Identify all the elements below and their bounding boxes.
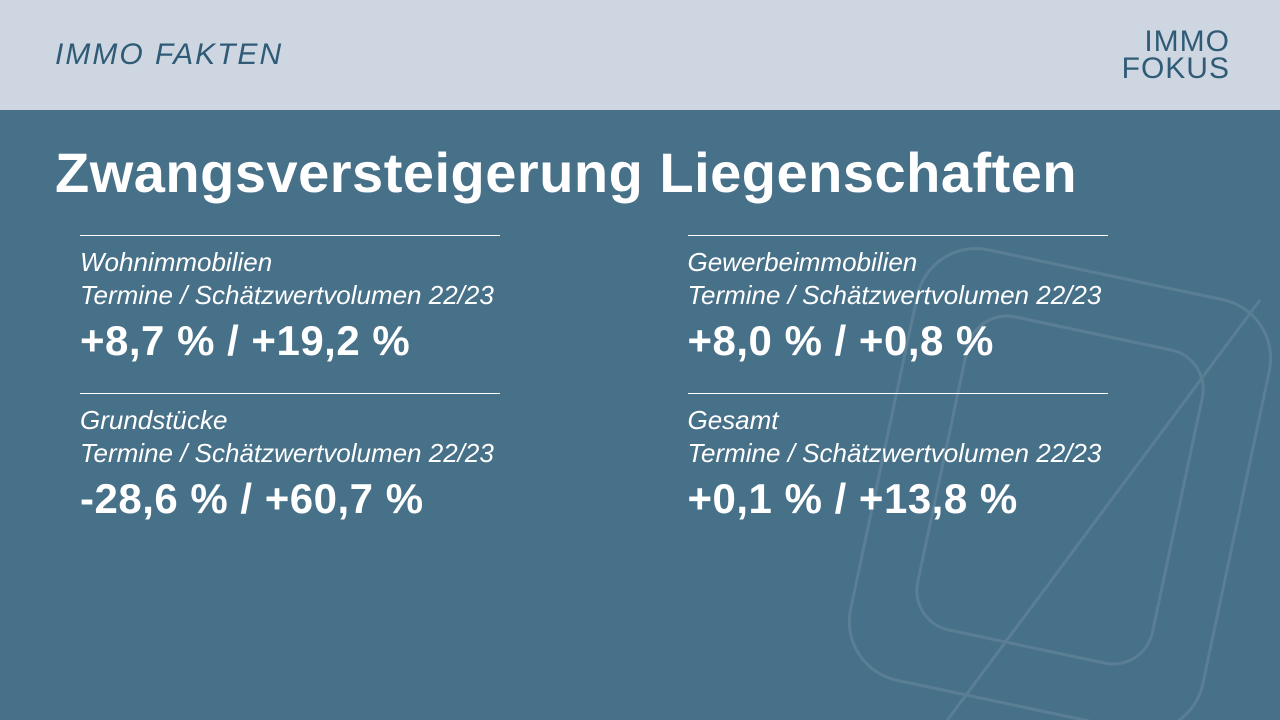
stat-card: Wohnimmobilien Termine / Schätzwertvolum… (80, 235, 618, 365)
card-label: Gewerbeimmobilien (688, 246, 1226, 279)
card-divider (80, 393, 500, 394)
main-panel: Zwangsversteigerung Liegenschaften Wohni… (0, 110, 1280, 720)
logo-line2: FOKUS (1122, 55, 1230, 82)
stat-card: Gewerbeimmobilien Termine / Schätzwertvo… (688, 235, 1226, 365)
main-title: Zwangsversteigerung Liegenschaften (55, 140, 1225, 205)
brand-logo: IMMO FOKUS (1122, 28, 1230, 82)
stat-card: Grundstücke Termine / Schätzwertvolumen … (80, 393, 618, 523)
card-subline: Termine / Schätzwertvolumen 22/23 (80, 437, 618, 470)
header-title: IMMO FAKTEN (55, 38, 283, 72)
card-label: Wohnimmobilien (80, 246, 618, 279)
card-value: -28,6 % / +60,7 % (80, 475, 618, 523)
stats-grid: Wohnimmobilien Termine / Schätzwertvolum… (55, 235, 1225, 523)
card-subline: Termine / Schätzwertvolumen 22/23 (688, 279, 1226, 312)
card-value: +8,0 % / +0,8 % (688, 317, 1226, 365)
card-divider (80, 235, 500, 236)
card-value: +8,7 % / +19,2 % (80, 317, 618, 365)
card-divider (688, 393, 1108, 394)
card-subline: Termine / Schätzwertvolumen 22/23 (688, 437, 1226, 470)
header-bar: IMMO FAKTEN IMMO FOKUS (0, 0, 1280, 110)
card-subline: Termine / Schätzwertvolumen 22/23 (80, 279, 618, 312)
infographic-page: IMMO FAKTEN IMMO FOKUS Zwangsversteigeru… (0, 0, 1280, 720)
card-label: Grundstücke (80, 404, 618, 437)
stat-card: Gesamt Termine / Schätzwertvolumen 22/23… (688, 393, 1226, 523)
logo-line1: IMMO (1122, 28, 1230, 55)
card-divider (688, 235, 1108, 236)
card-label: Gesamt (688, 404, 1226, 437)
card-value: +0,1 % / +13,8 % (688, 475, 1226, 523)
